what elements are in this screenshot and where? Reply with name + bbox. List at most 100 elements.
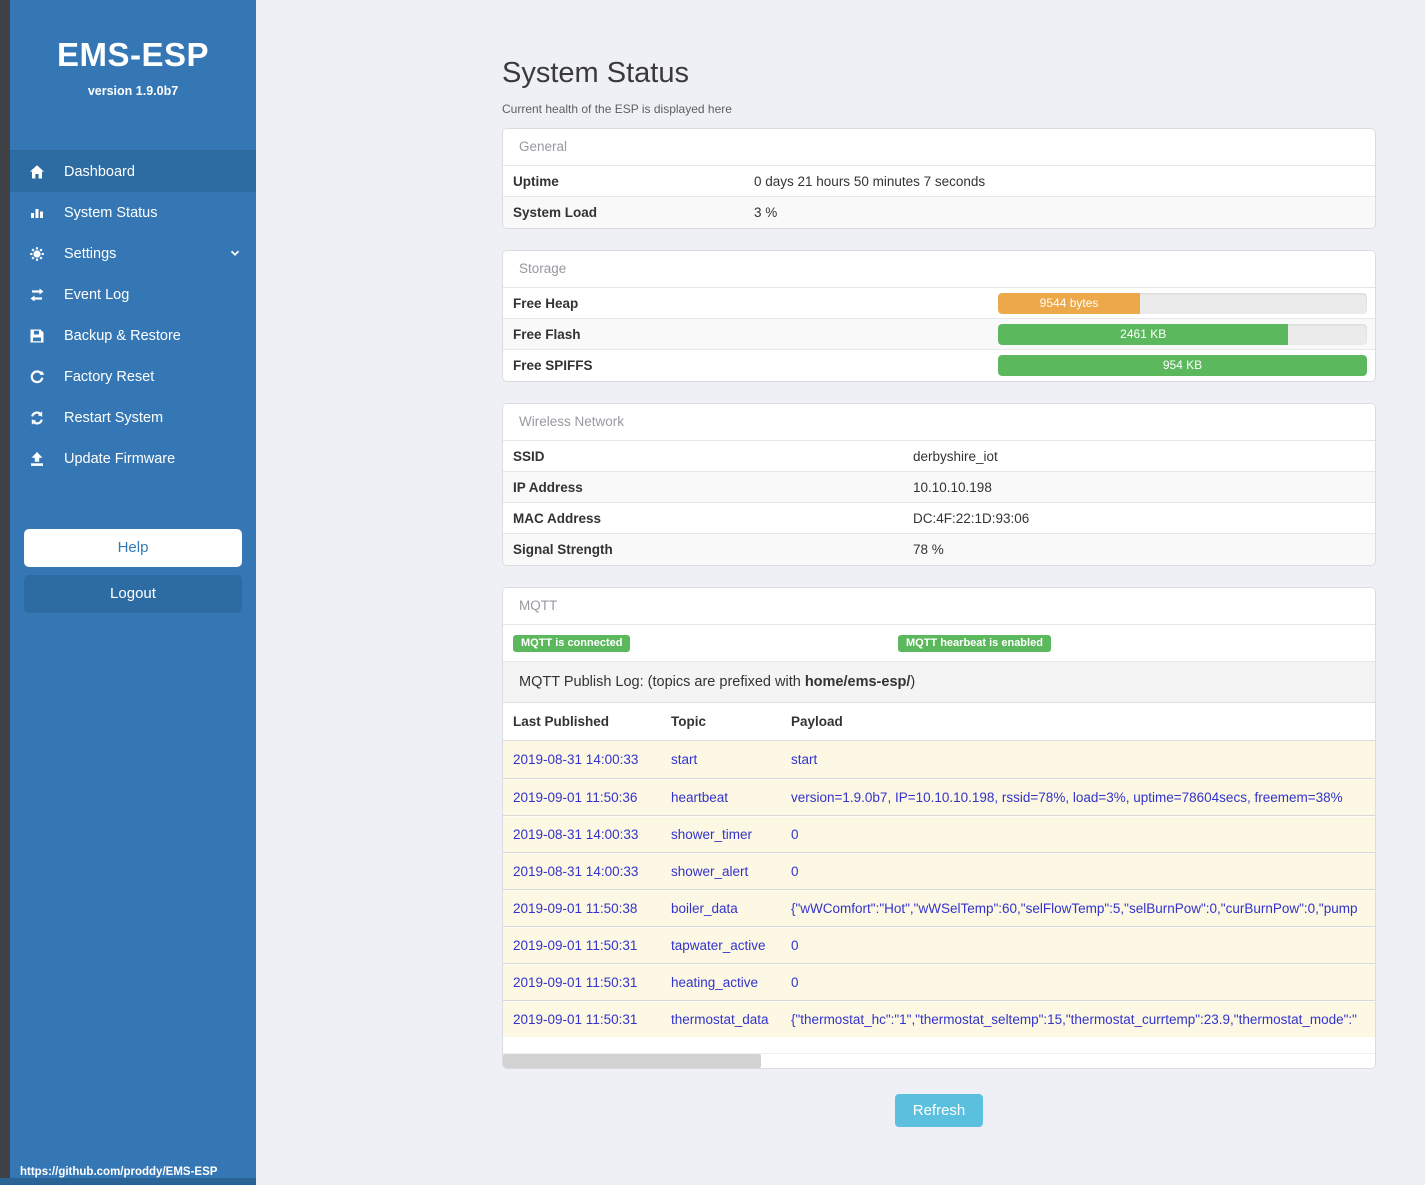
row-value: 3 % xyxy=(754,205,778,220)
sidebar-item-dashboard[interactable]: Dashboard xyxy=(10,151,256,192)
sidebar-item-restart-system[interactable]: Restart System xyxy=(10,397,256,438)
panel-wireless-title: Wireless Network xyxy=(503,404,1375,441)
free-flash-progress-bar: 2461 KB xyxy=(998,323,1289,345)
row-value: derbyshire_iot xyxy=(913,448,998,464)
sidebar-item-label: Update Firmware xyxy=(64,450,176,467)
cell-last-published: 2019-09-01 11:50:31 xyxy=(513,1011,638,1027)
row-label: Free SPIFFS xyxy=(513,358,593,373)
system-status-icon xyxy=(28,204,46,221)
sidebar-item-label: Backup & Restore xyxy=(64,327,181,344)
panel-general: General Uptime 0 days 21 hours 50 minute… xyxy=(502,128,1376,229)
table-row: Signal Strength 78 % xyxy=(503,534,1375,565)
sidebar-item-event-log[interactable]: Event Log xyxy=(10,274,256,315)
main-content: System Status Current health of the ESP … xyxy=(256,0,1425,1185)
page-subtitle: Current health of the ESP is displayed h… xyxy=(502,102,732,116)
help-button[interactable]: Help xyxy=(24,529,242,567)
panel-storage-title: Storage xyxy=(503,251,1375,288)
table-row: SSID derbyshire_iot xyxy=(503,441,1375,472)
row-label: SSID xyxy=(513,448,545,464)
sidebar-item-settings[interactable]: Settings xyxy=(10,233,256,274)
upload-icon xyxy=(28,450,46,467)
row-label: MAC Address xyxy=(513,510,602,526)
row-label: System Load xyxy=(513,205,598,220)
cell-payload: start xyxy=(791,752,818,767)
table-row: 2019-09-01 11:50:38 boiler_data {"wWComf… xyxy=(503,889,1375,926)
github-link[interactable]: https://github.com/proddy/EMS-ESP xyxy=(20,1166,218,1178)
row-label: IP Address xyxy=(513,479,583,495)
cell-topic: heartbeat xyxy=(671,789,729,805)
app-title: EMS-ESP xyxy=(56,36,210,73)
table-row: 2019-09-01 11:50:36 heartbeat version=1.… xyxy=(503,778,1375,815)
app-version: version 1.9.0b7 xyxy=(87,84,179,98)
sidebar-bottom-strip xyxy=(0,1178,256,1185)
panel-general-title: General xyxy=(503,129,1375,166)
progress-track: 954 KB xyxy=(998,355,1367,376)
column-header: Payload xyxy=(791,714,843,729)
row-value: DC:4F:22:1D:93:06 xyxy=(913,510,1030,526)
sidebar-nav: Dashboard System Status xyxy=(10,150,256,479)
cell-last-published: 2019-09-01 11:50:36 xyxy=(513,789,638,805)
table-row: 2019-08-31 14:00:33 start start xyxy=(503,741,1375,778)
mqtt-publish-log-caption: MQTT Publish Log: (topics are prefixed w… xyxy=(503,662,1375,703)
cell-payload: version=1.9.0b7, IP=10.10.10.198, rssid=… xyxy=(791,789,1343,805)
panel-mqtt: MQTT MQTT is connected MQTT hearbeat is … xyxy=(502,587,1376,1069)
publish-log-prefix: MQTT Publish Log: (topics are prefixed w… xyxy=(519,674,805,690)
cell-topic: boiler_data xyxy=(671,900,738,916)
logout-button[interactable]: Logout xyxy=(24,575,242,613)
cell-topic: start xyxy=(671,752,698,767)
row-label: Free Heap xyxy=(513,295,579,311)
row-value: 0 days 21 hours 50 minutes 7 seconds xyxy=(754,173,986,189)
cell-topic: shower_alert xyxy=(671,863,749,879)
sidebar-item-label: Dashboard xyxy=(64,163,135,180)
sidebar-item-label: Restart System xyxy=(64,409,164,426)
sidebar-item-update-firmware[interactable]: Update Firmware xyxy=(10,438,256,479)
table-row: Free SPIFFS 954 KB xyxy=(503,350,1375,381)
page-title: System Status xyxy=(502,57,689,89)
gear-icon xyxy=(28,245,46,262)
mqtt-heartbeat-badge: MQTT hearbeat is enabled xyxy=(898,635,1051,652)
sidebar-edge-strip xyxy=(0,0,10,1185)
table-row: IP Address 10.10.10.198 xyxy=(503,472,1375,503)
column-header: Last Published xyxy=(513,714,610,729)
cell-last-published: 2019-09-01 11:50:31 xyxy=(513,974,638,990)
cell-topic: shower_timer xyxy=(671,826,753,842)
cell-last-published: 2019-09-01 11:50:31 xyxy=(513,937,638,953)
free-heap-progress-bar: 9544 bytes xyxy=(998,292,1141,314)
free-spiffs-progress-bar: 954 KB xyxy=(998,355,1367,376)
horizontal-scrollbar[interactable] xyxy=(503,1053,1375,1068)
table-row: 2019-09-01 11:50:31 tapwater_active 0 xyxy=(503,926,1375,963)
cell-last-published: 2019-08-31 14:00:33 xyxy=(513,826,639,842)
row-value: 10.10.10.198 xyxy=(913,479,992,495)
sidebar-item-label: Factory Reset xyxy=(64,368,155,385)
cell-topic: tapwater_active xyxy=(671,937,766,953)
table-row: 2019-09-01 11:50:31 heating_active 0 xyxy=(503,963,1375,1000)
row-label: Uptime xyxy=(513,173,559,189)
mqtt-status-row: MQTT is connected MQTT hearbeat is enabl… xyxy=(503,625,1375,662)
refresh-button[interactable]: Refresh xyxy=(894,1094,984,1127)
progress-track: 2461 KB xyxy=(998,323,1367,345)
scrollbar-thumb[interactable] xyxy=(503,1054,761,1068)
cell-payload: {"wWComfort":"Hot","wWSelTemp":60,"selFl… xyxy=(791,900,1358,916)
publish-log-suffix: ) xyxy=(910,674,916,690)
table-row: 2019-08-31 14:00:33 shower_alert 0 xyxy=(503,852,1375,889)
sidebar-item-system-status[interactable]: System Status xyxy=(10,192,256,233)
sidebar-item-backup-restore[interactable]: Backup & Restore xyxy=(10,315,256,356)
cell-payload: 0 xyxy=(791,974,799,990)
rotate-ccw-icon xyxy=(28,368,46,385)
cell-last-published: 2019-09-01 11:50:38 xyxy=(513,900,638,916)
sidebar-item-factory-reset[interactable]: Factory Reset xyxy=(10,356,256,397)
table-row: 2019-08-31 14:00:33 shower_timer 0 xyxy=(503,815,1375,852)
table-row: Free Heap 9544 bytes xyxy=(503,288,1375,319)
table-row: MAC Address DC:4F:22:1D:93:06 xyxy=(503,503,1375,534)
cell-topic: thermostat_data xyxy=(671,1011,769,1027)
panel-mqtt-title: MQTT xyxy=(503,588,1375,625)
cell-last-published: 2019-08-31 14:00:33 xyxy=(513,752,639,767)
progress-track: 9544 bytes xyxy=(998,292,1367,314)
save-icon xyxy=(28,327,46,344)
chevron-down-icon xyxy=(228,246,242,264)
cell-payload: 0 xyxy=(791,826,799,842)
panel-storage: Storage Free Heap 9544 bytes Free Flash … xyxy=(502,250,1376,382)
table-row: Uptime 0 days 21 hours 50 minutes 7 seco… xyxy=(503,166,1375,197)
sidebar-item-label: Event Log xyxy=(64,286,130,303)
cell-topic: heating_active xyxy=(671,974,759,990)
